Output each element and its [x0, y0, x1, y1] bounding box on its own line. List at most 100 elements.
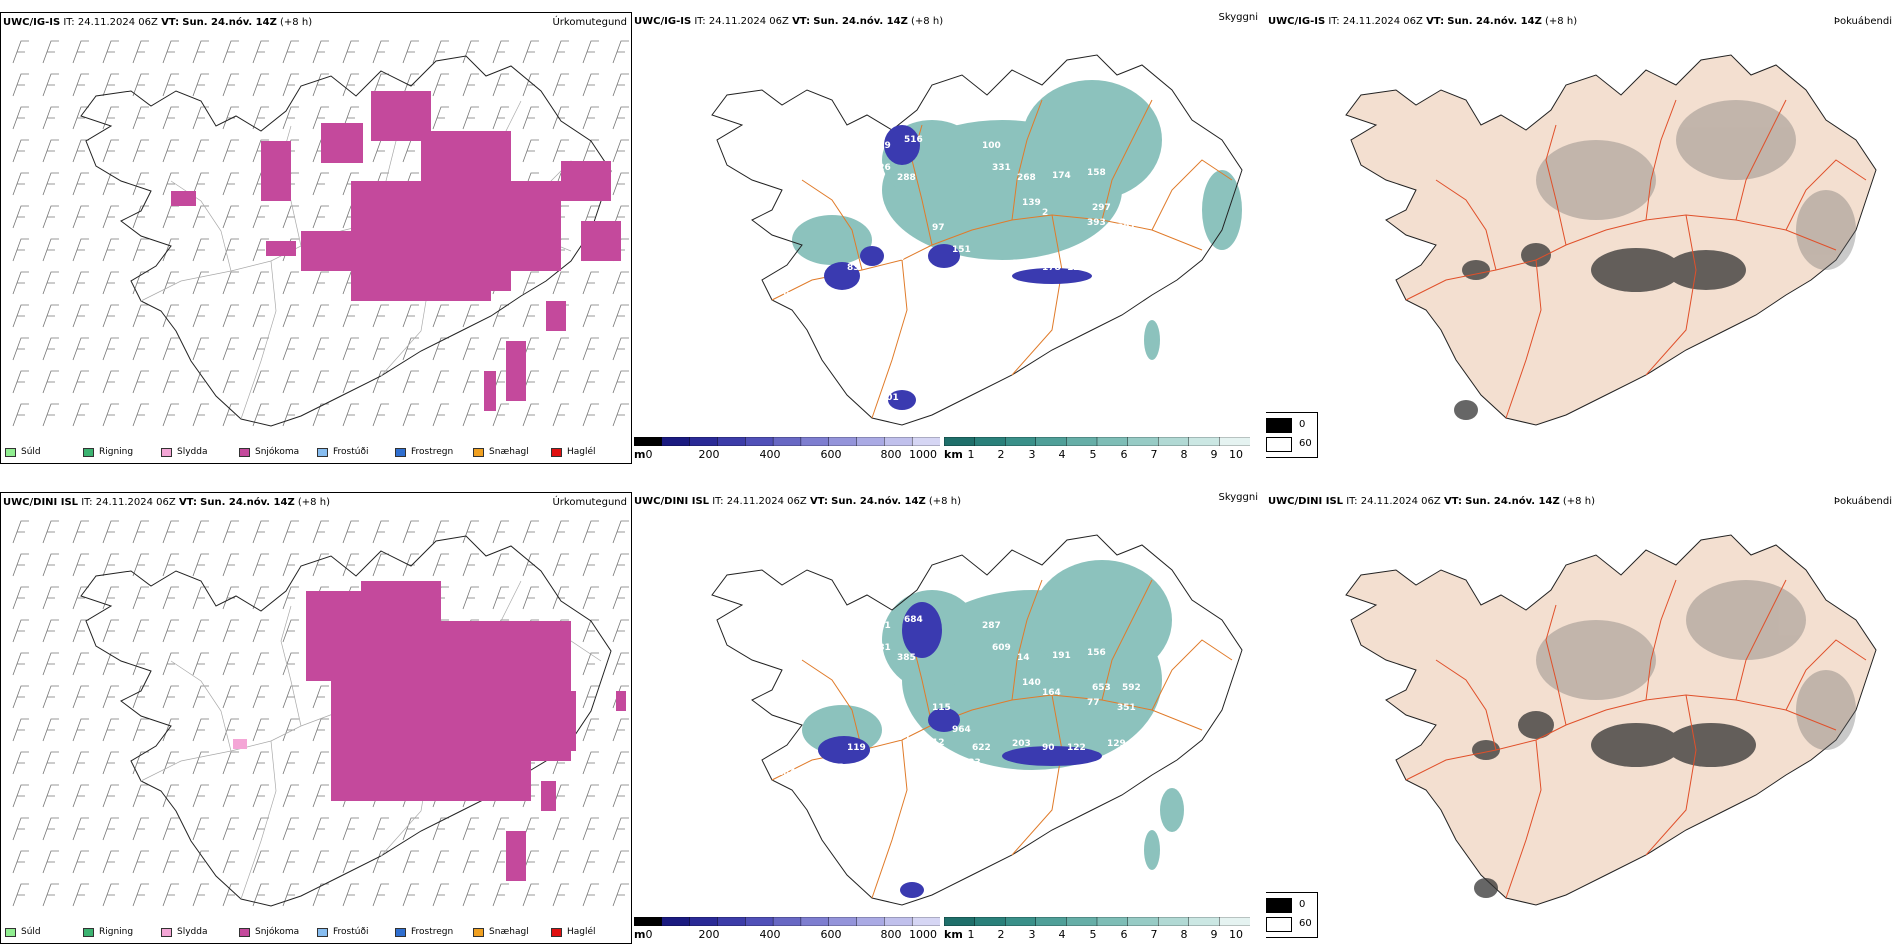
cloud-base-colorbar: m 0 200 400 600 800 1000: [633, 436, 941, 464]
legend-item-rigning: Rigning: [83, 445, 161, 459]
wind-barb: [12, 106, 29, 130]
colorbar-segment: [1188, 916, 1221, 927]
wind-barb: [612, 553, 629, 577]
colorbar-segment: [1157, 436, 1190, 447]
wind-barb: [462, 883, 479, 907]
cloud-base-value: 404: [1122, 203, 1141, 213]
wind-barb: [552, 883, 569, 907]
road: [1405, 214, 1837, 301]
colorbar-segment: [1219, 436, 1251, 447]
fog-panel-row2: UWC/DINI ISL IT: 24.11.2024 06Z VT: Sun.…: [1266, 492, 1900, 944]
visibility-colorbar: km 1 2 3 4 5 6 7 8 9 10: [943, 436, 1251, 464]
road: [1011, 694, 1063, 856]
wind-barb: [222, 619, 239, 643]
wind-barb: [612, 652, 629, 676]
colorbar-segment: [974, 436, 1006, 447]
legend-item-sudl: Súld: [5, 925, 83, 939]
wind-barb: [12, 73, 29, 97]
fog-legend-swatch: [1266, 418, 1292, 433]
wind-barb: [402, 553, 419, 577]
cloud-base-value: 125: [1067, 263, 1086, 273]
cloud-base-value: 84: [892, 253, 905, 263]
visibility-scale: [943, 436, 1251, 447]
snowfall-areas: [171, 91, 621, 411]
wind-barb: [552, 106, 569, 130]
wind-barb: [552, 73, 569, 97]
cloud-base-value: 268: [1017, 173, 1036, 183]
wind-barb: [42, 520, 59, 544]
wind-barb: [252, 817, 269, 841]
wind-barb: [72, 619, 89, 643]
wind-barb: [312, 817, 329, 841]
wind-barb: [282, 271, 299, 295]
wind-barb: [582, 403, 599, 427]
iceland-outline: [80, 535, 612, 907]
cloud-base-value: 203: [1012, 739, 1031, 749]
fog-legend-label: 0: [1299, 899, 1306, 910]
wind-barb: [162, 139, 179, 163]
wind-barb: [432, 370, 449, 394]
wind-barb: [612, 40, 629, 64]
wind-barb: [402, 850, 419, 874]
legend-swatch: [5, 447, 16, 457]
fog-legend-label: 60: [1299, 918, 1312, 929]
wind-barb: [582, 718, 599, 742]
wind-barb: [282, 553, 299, 577]
wind-barb: [282, 883, 299, 907]
cloud-base-scale: [633, 916, 941, 927]
colorbar-tick: 5: [1089, 448, 1097, 461]
legend-item-frostudi: Frostúði: [317, 445, 395, 459]
wind-barb: [612, 883, 629, 907]
wind-barb: [492, 817, 509, 841]
road: [1545, 604, 1567, 726]
wind-barb: [492, 403, 509, 427]
colorbar-segment: [772, 916, 802, 927]
road: [1151, 639, 1233, 711]
lead-time: (+8 h): [1562, 496, 1595, 507]
road: [1645, 694, 1697, 856]
wind-barb: [192, 817, 209, 841]
legend-swatch: [161, 447, 172, 457]
cloud-base-value: 210: [792, 618, 811, 628]
legend-item-frostregn: Frostregn: [395, 925, 473, 939]
wind-barb: [102, 106, 119, 130]
cloud-base-value: 122: [1067, 743, 1086, 753]
wind-barb: [342, 850, 359, 874]
colorbar-segment: [943, 916, 976, 927]
wind-barb: [612, 172, 629, 196]
legend-swatch: [317, 927, 328, 937]
colorbar-segment: [943, 436, 976, 447]
wind-barb: [372, 403, 389, 427]
wind-barb: [132, 619, 149, 643]
wind-barb: [192, 337, 209, 361]
colorbar-tick: 8: [1180, 448, 1188, 461]
wind-barb: [222, 40, 239, 64]
cloud-base-value: 133: [962, 758, 981, 768]
colorbar-unit: m: [634, 448, 646, 461]
cloud-base-value: 77: [1087, 698, 1100, 708]
sleet-areas: [233, 739, 247, 749]
wind-barb: [402, 817, 419, 841]
road: [1645, 214, 1697, 376]
wind-barb: [192, 685, 209, 709]
precip-type-map: [12, 520, 629, 907]
wind-barb: [582, 73, 599, 97]
colorbar-tick: 1000: [909, 928, 937, 941]
cloud-base-value: 14: [1017, 653, 1030, 663]
cloud-base-value: 151: [792, 138, 811, 148]
colorbar-segment: [1127, 916, 1159, 927]
wind-barb: [252, 205, 269, 229]
cloud-base-value: 239: [792, 748, 811, 758]
wind-barb: [12, 718, 29, 742]
wind-barb: [282, 652, 299, 676]
wind-barb: [342, 403, 359, 427]
wind-barb: [102, 652, 119, 676]
legend-item-snjokoma: Snjókoma: [239, 445, 317, 459]
wind-barb: [462, 520, 479, 544]
wind-barb: [12, 370, 29, 394]
wind-barb: [72, 370, 89, 394]
cloud-base-value: 592: [1122, 683, 1141, 693]
colorbar-segment: [717, 436, 746, 447]
wind-barb: [252, 652, 269, 676]
wind-barb: [462, 40, 479, 64]
